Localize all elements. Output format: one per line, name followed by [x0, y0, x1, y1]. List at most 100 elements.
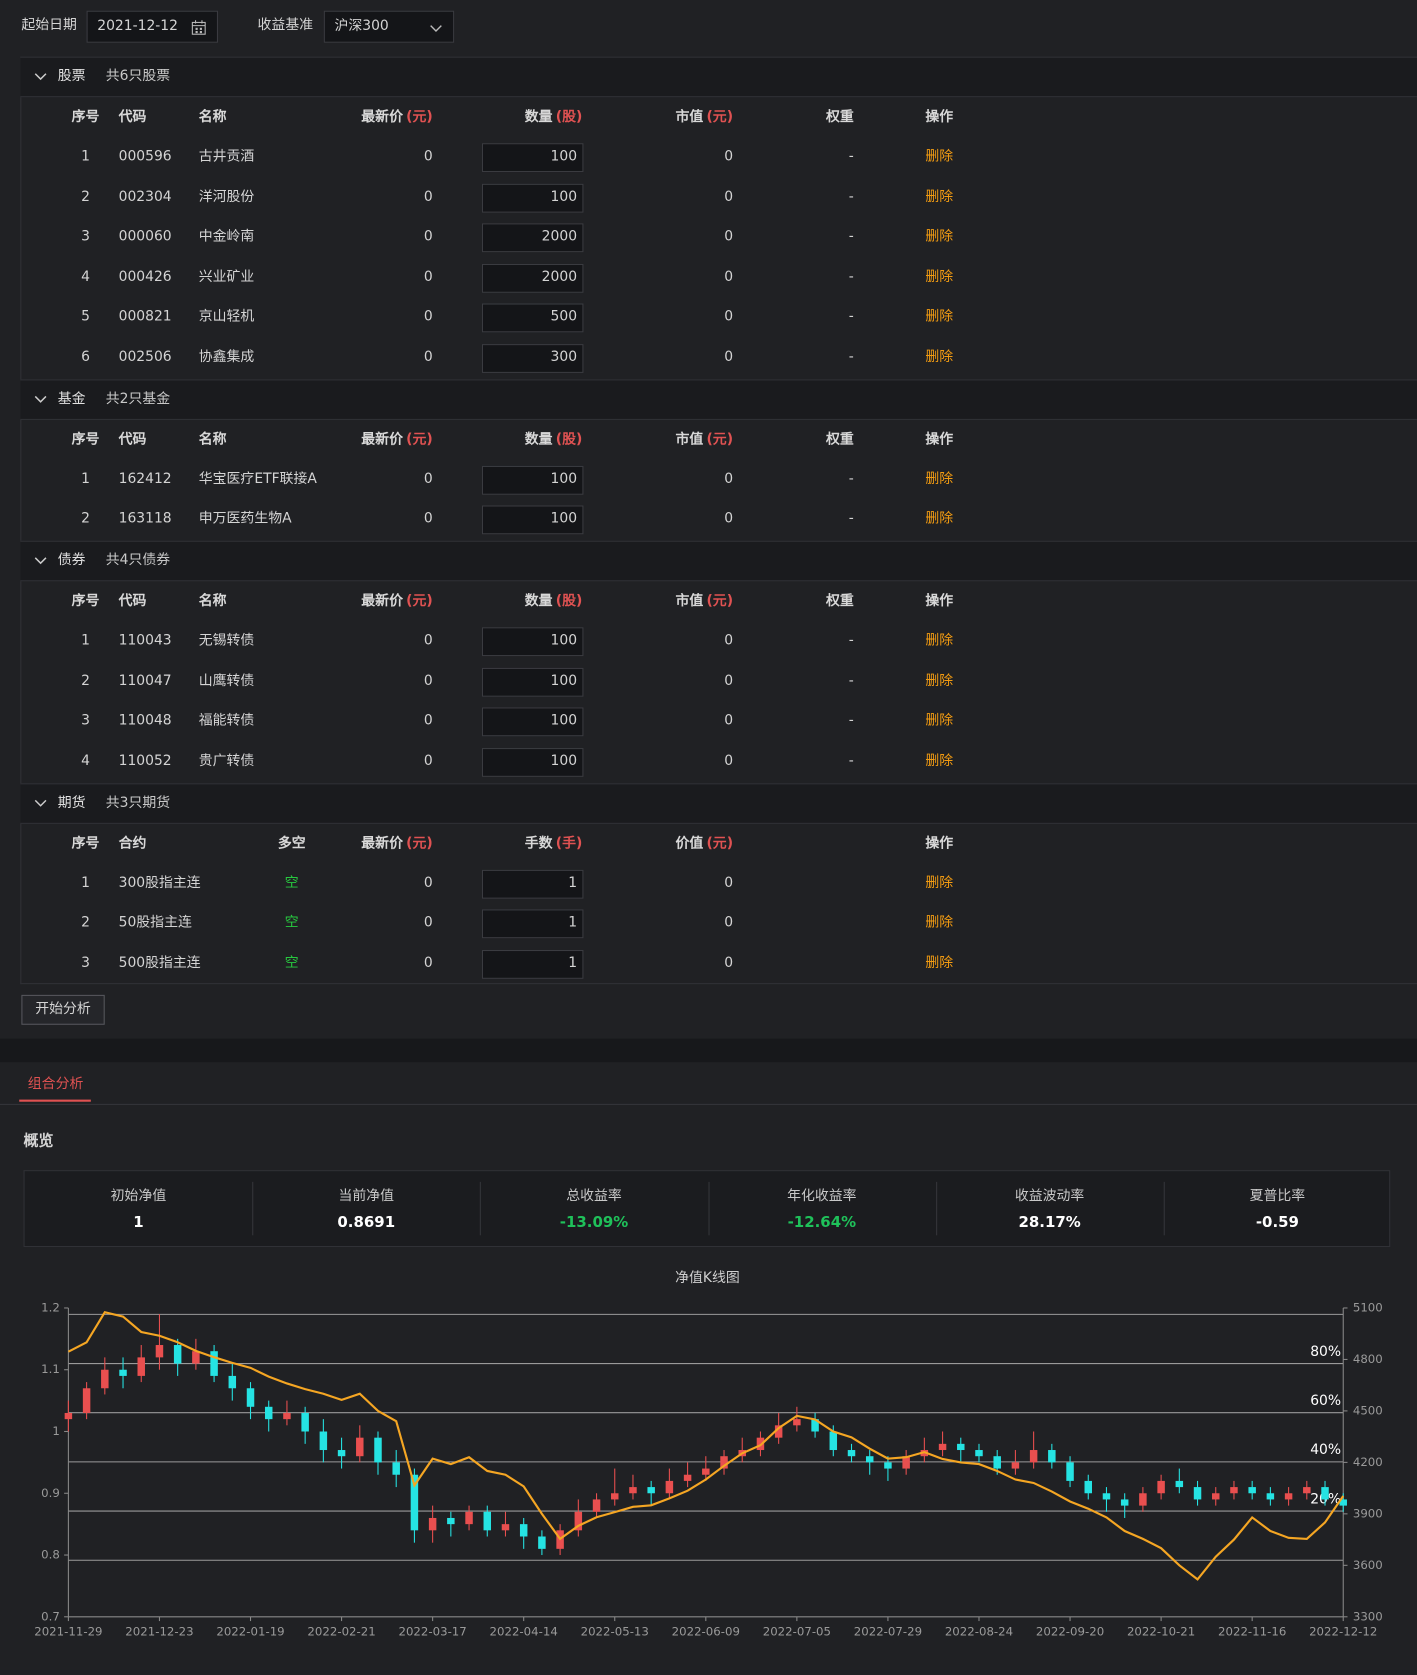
cell: - — [848, 148, 854, 165]
delete-link[interactable]: 删除 — [925, 228, 954, 245]
column-header-unit: (元) — [406, 593, 433, 610]
section-count: 共2只基金 — [105, 390, 171, 407]
benchmark: 沪深300 — [334, 18, 389, 35]
section-count: 共4只债券 — [105, 552, 171, 569]
quantity-input[interactable] — [481, 707, 584, 737]
column-header-text: 最新价 — [361, 108, 403, 126]
column-header: 操作 — [925, 593, 954, 610]
column-header-text: 手数 — [524, 835, 553, 852]
candle-body — [1120, 1499, 1129, 1506]
collapse-icon[interactable] — [34, 556, 47, 567]
stat-label: 收益波动率 — [1014, 1188, 1085, 1205]
cell: - — [848, 348, 854, 365]
quantity-input[interactable] — [481, 223, 584, 253]
section-title: 基金 — [57, 390, 86, 407]
candle-body — [884, 1462, 892, 1469]
quantity-input[interactable] — [481, 505, 584, 535]
cell: 1 — [81, 632, 90, 649]
candle-body — [283, 1412, 291, 1420]
x-tick-label: 2022-08-24 — [945, 1624, 1013, 1638]
quantity-value: 1 — [568, 914, 578, 931]
tab-active[interactable]: 组合分析 — [27, 1076, 84, 1093]
collapse-icon[interactable] — [34, 394, 47, 405]
cell: 0 — [724, 672, 734, 689]
cell: 兴业矿业 — [198, 268, 255, 285]
stat-label: 总收益率 — [566, 1188, 622, 1205]
column-header-unit: (元) — [706, 593, 734, 610]
benchmark-label: 收益基准 — [257, 17, 314, 34]
delete-link[interactable]: 删除 — [925, 712, 954, 729]
candle-body — [428, 1517, 437, 1531]
benchmark-select[interactable]: 沪深300 — [323, 10, 455, 43]
quantity-input[interactable] — [481, 627, 584, 657]
candle-body — [847, 1450, 856, 1457]
stat-label: 当前净值 — [338, 1188, 395, 1205]
candle-body — [574, 1511, 583, 1531]
candle-body — [774, 1425, 783, 1438]
stat-label: 夏普比率 — [1249, 1188, 1306, 1205]
delete-link[interactable]: 删除 — [925, 632, 954, 649]
quantity-value: 100 — [550, 712, 578, 729]
quantity-value: 2000 — [541, 268, 578, 285]
stat-divider — [935, 1181, 937, 1236]
quantity-input[interactable] — [481, 303, 584, 333]
direction: 空 — [284, 914, 299, 931]
grid-label: 80% — [1310, 1344, 1341, 1360]
quantity-input[interactable] — [481, 869, 584, 899]
candle-body — [246, 1388, 255, 1407]
x-tick-label: 2022-11-16 — [1218, 1624, 1286, 1638]
delete-link[interactable]: 删除 — [925, 914, 954, 931]
column-header: 操作 — [925, 108, 954, 126]
candle-body — [1084, 1480, 1093, 1494]
delete-link[interactable]: 删除 — [925, 148, 954, 165]
candle-body — [647, 1487, 655, 1494]
quantity-input[interactable] — [481, 143, 584, 173]
column-header: 名称 — [198, 593, 227, 610]
delete-link[interactable]: 删除 — [925, 954, 954, 971]
cell: 000426 — [118, 268, 172, 285]
candle-body — [811, 1419, 819, 1432]
delete-link[interactable]: 删除 — [925, 308, 954, 325]
quantity-input[interactable] — [481, 465, 584, 495]
cell: 4 — [81, 752, 90, 769]
quantity-input[interactable] — [481, 667, 584, 697]
candle-body — [793, 1419, 801, 1426]
cell: 无锡转债 — [198, 632, 255, 649]
benchmark-line — [67, 1311, 1345, 1581]
cell: 50股指主连 — [118, 914, 192, 931]
candle-body — [192, 1351, 200, 1364]
delete-link[interactable]: 删除 — [925, 188, 954, 205]
cell: 0 — [724, 632, 734, 649]
delete-link[interactable]: 删除 — [925, 874, 954, 891]
cell: 2 — [81, 914, 90, 931]
candle-body — [1048, 1450, 1056, 1463]
stat-divider — [252, 1181, 254, 1236]
overview-title: 概览 — [23, 1132, 54, 1150]
column-header-text: 最新价 — [361, 835, 403, 852]
cell: - — [848, 712, 854, 729]
cell: 洋河股份 — [198, 188, 255, 205]
quantity-input[interactable] — [481, 909, 584, 939]
cell: 163118 — [118, 510, 172, 527]
delete-link[interactable]: 删除 — [925, 470, 954, 487]
delete-link[interactable]: 删除 — [925, 752, 954, 769]
collapse-icon[interactable] — [34, 798, 47, 809]
column-header: 名称 — [198, 431, 227, 448]
quantity-input[interactable] — [481, 747, 584, 777]
delete-link[interactable]: 删除 — [925, 348, 954, 365]
delete-link[interactable]: 删除 — [925, 510, 954, 527]
candle-body — [1230, 1487, 1238, 1494]
cell: 000060 — [118, 228, 172, 245]
collapse-icon[interactable] — [34, 72, 47, 83]
cell: 0 — [423, 954, 433, 971]
delete-link[interactable]: 删除 — [925, 672, 954, 689]
start-button[interactable]: 开始分析 — [21, 994, 105, 1025]
quantity-input[interactable] — [481, 183, 584, 213]
quantity-input[interactable] — [481, 343, 584, 373]
quantity-input[interactable] — [481, 263, 584, 293]
quantity-value: 300 — [550, 348, 578, 365]
date-picker[interactable]: 2021-12-12 — [86, 10, 218, 43]
quantity-input[interactable] — [481, 949, 584, 979]
candle-body — [374, 1437, 382, 1463]
delete-link[interactable]: 删除 — [925, 268, 954, 285]
